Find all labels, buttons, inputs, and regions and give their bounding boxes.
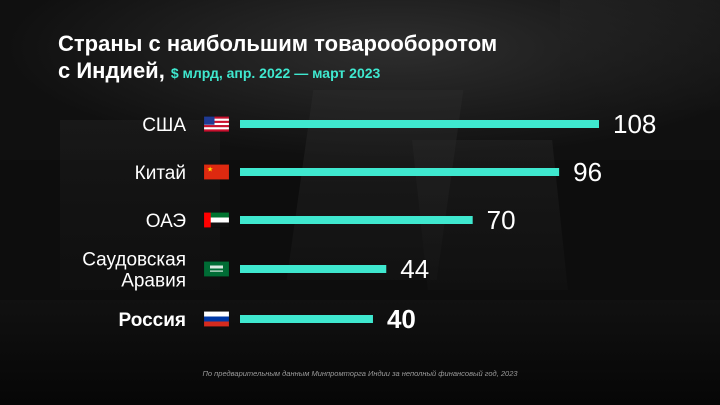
chart-subtitle: $ млрд, апр. 2022 — март 2023 (170, 65, 381, 81)
category-label: США (142, 115, 186, 136)
footnote: По предварительным данным Минпромторга И… (202, 369, 518, 378)
bar (240, 315, 373, 323)
value-label: 96 (573, 157, 602, 187)
category-label: Китай (135, 163, 186, 184)
svg-text:★: ★ (207, 166, 213, 174)
value-label: 40 (387, 304, 416, 334)
category-label: Россия (119, 310, 186, 331)
title-line-1: Страны с наибольшим товарооборотом (58, 31, 498, 56)
bar (240, 168, 560, 176)
value-label: 44 (400, 254, 429, 284)
ru-flag-icon (203, 311, 230, 327)
bar (240, 216, 473, 224)
category-label: ОАЭ (146, 211, 186, 232)
bar (240, 265, 387, 273)
value-label: 70 (487, 205, 516, 235)
value-label: 108 (613, 109, 656, 139)
cn-flag-icon: ★ (203, 164, 230, 180)
chart-title: Страны с наибольшим товарооборотом с Инд… (58, 30, 678, 87)
ae-flag-icon (203, 212, 230, 228)
bar (240, 120, 599, 128)
title-line-2: с Индией, (58, 58, 165, 83)
category-label: Саудовская Аравия (82, 250, 186, 292)
sa-flag-icon (203, 261, 230, 277)
us-flag-icon (203, 116, 230, 132)
